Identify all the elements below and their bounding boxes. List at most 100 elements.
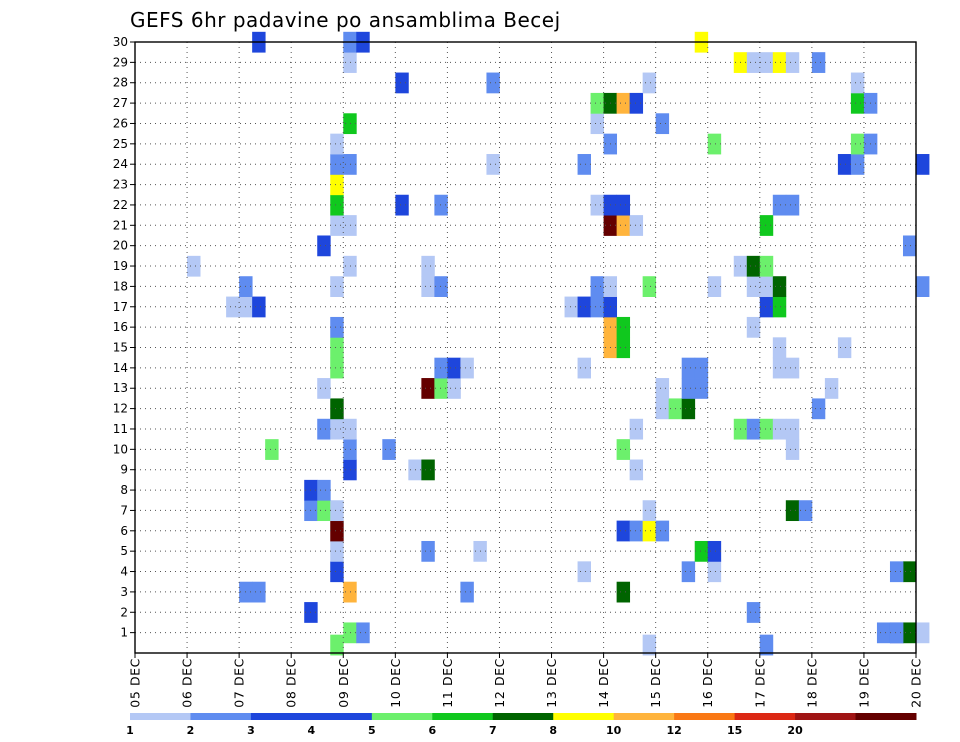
heatmap-cell <box>460 357 474 379</box>
heatmap-cell <box>434 378 448 399</box>
heatmap-cell <box>343 154 357 175</box>
heatmap-cell <box>330 215 344 236</box>
y-tick-label: 30 <box>113 35 128 49</box>
colorbar-label: 1 <box>126 724 134 737</box>
heatmap-cell <box>330 154 344 175</box>
heatmap-cell <box>707 276 722 297</box>
heatmap-cell <box>343 459 357 481</box>
y-tick-label: 9 <box>120 463 128 477</box>
heatmap-cell <box>330 276 344 297</box>
heatmap-cell <box>330 194 344 216</box>
y-tick-label: 4 <box>120 565 128 579</box>
heatmap-cell <box>434 194 448 216</box>
heatmap-cell <box>330 540 344 562</box>
heatmap-cell <box>421 276 435 297</box>
heatmap-cell <box>486 72 500 94</box>
heatmap-cell <box>759 634 774 656</box>
heatmap-cell <box>850 92 865 114</box>
heatmap-cell <box>850 72 865 94</box>
y-tick-label: 5 <box>120 544 128 558</box>
colorbar-swatch <box>734 713 796 720</box>
y-tick-label: 13 <box>113 381 128 395</box>
heatmap-cell <box>694 357 709 379</box>
y-tick-label: 22 <box>113 198 128 212</box>
heatmap-cell <box>330 520 344 542</box>
heatmap-cell <box>785 439 800 460</box>
heatmap-cell <box>629 215 644 236</box>
x-tick-label: 05 DEC <box>128 658 143 708</box>
heatmap-cell <box>824 378 839 399</box>
heatmap-cell <box>681 561 696 583</box>
heatmap-cell <box>629 520 644 542</box>
heatmap-cell <box>616 92 631 114</box>
heatmap-cell <box>681 378 696 399</box>
colorbar-label: 8 <box>549 724 557 737</box>
heatmap-cell <box>616 215 631 236</box>
heatmap-cell <box>837 337 852 359</box>
colorbar-label: 6 <box>428 724 436 737</box>
heatmap-cell <box>642 72 657 94</box>
heatmap-cell <box>772 418 787 440</box>
colorbar-swatch <box>553 713 615 720</box>
y-tick-label: 27 <box>113 96 128 110</box>
heatmap-cell <box>343 215 357 236</box>
y-tick-label: 12 <box>113 402 128 416</box>
heatmap-cell <box>616 337 631 359</box>
colorbar-swatch <box>311 713 373 720</box>
heatmap-cell <box>759 276 774 297</box>
heatmap-cell <box>564 296 578 318</box>
y-tick-label: 20 <box>113 239 128 253</box>
y-tick-label: 18 <box>113 279 128 293</box>
heatmap-cell <box>330 357 344 379</box>
heatmap-cell <box>226 296 240 318</box>
heatmap-cell <box>746 276 761 297</box>
x-axis: 05 DEC 06 DEC 07 DEC 08 DEC 09 DEC 10 DEC 11 D… <box>128 653 924 708</box>
chart-title: GEFS 6hr padavine po ansamblima Becej <box>130 8 561 32</box>
heatmap-cell <box>343 622 357 644</box>
heatmap-cell <box>265 439 279 460</box>
colorbar-label: 2 <box>187 724 195 737</box>
x-tick-label: 12 DEC <box>492 658 507 708</box>
heatmap-cell <box>629 418 644 440</box>
heatmap-cell <box>616 316 631 338</box>
heatmap-cell <box>916 622 930 644</box>
heatmap-cell <box>421 459 435 481</box>
heatmap-cell <box>330 634 344 656</box>
heatmap-cell <box>837 154 852 175</box>
heatmap-cell <box>785 500 800 522</box>
heatmap-cell <box>759 215 774 236</box>
y-tick-label: 6 <box>120 524 128 538</box>
heatmap-cell <box>772 296 787 318</box>
heatmap-cell <box>916 276 930 297</box>
heatmap-cell <box>421 540 435 562</box>
x-tick-label: 18 DEC <box>804 658 819 708</box>
heatmap-cell <box>486 154 500 175</box>
heatmap-cell <box>759 296 774 318</box>
y-tick-label: 8 <box>120 483 128 497</box>
y-tick-label: 24 <box>113 157 128 171</box>
heatmap-cell <box>850 154 865 175</box>
heatmap-cell <box>343 581 357 603</box>
y-tick-label: 10 <box>113 442 128 456</box>
heatmap-cell <box>785 194 800 216</box>
colorbar-swatch <box>492 713 554 720</box>
heatmap-cell <box>707 133 722 155</box>
y-tick-label: 11 <box>113 422 128 436</box>
heatmap-cell <box>317 418 331 440</box>
x-tick-label: 06 DEC <box>180 658 195 708</box>
y-tick-label: 29 <box>113 55 128 69</box>
heatmap-cell <box>916 154 930 175</box>
heatmap-cell <box>590 113 604 135</box>
x-tick-label: 19 DEC <box>856 658 871 708</box>
heatmap-cell <box>343 255 357 277</box>
y-tick-label: 14 <box>113 361 128 375</box>
colorbar-swatch <box>130 713 191 720</box>
heatmap-cell <box>577 154 591 175</box>
colorbar-swatch <box>190 713 252 720</box>
heatmap-cell <box>785 357 800 379</box>
heatmap-cell <box>330 133 344 155</box>
heatmap-cell <box>330 174 344 196</box>
colorbar: 1 2 3 4 5 6 7 8 10 12 15 20 <box>126 713 917 737</box>
grid-lines <box>134 41 917 653</box>
colorbar-swatch <box>855 713 917 720</box>
